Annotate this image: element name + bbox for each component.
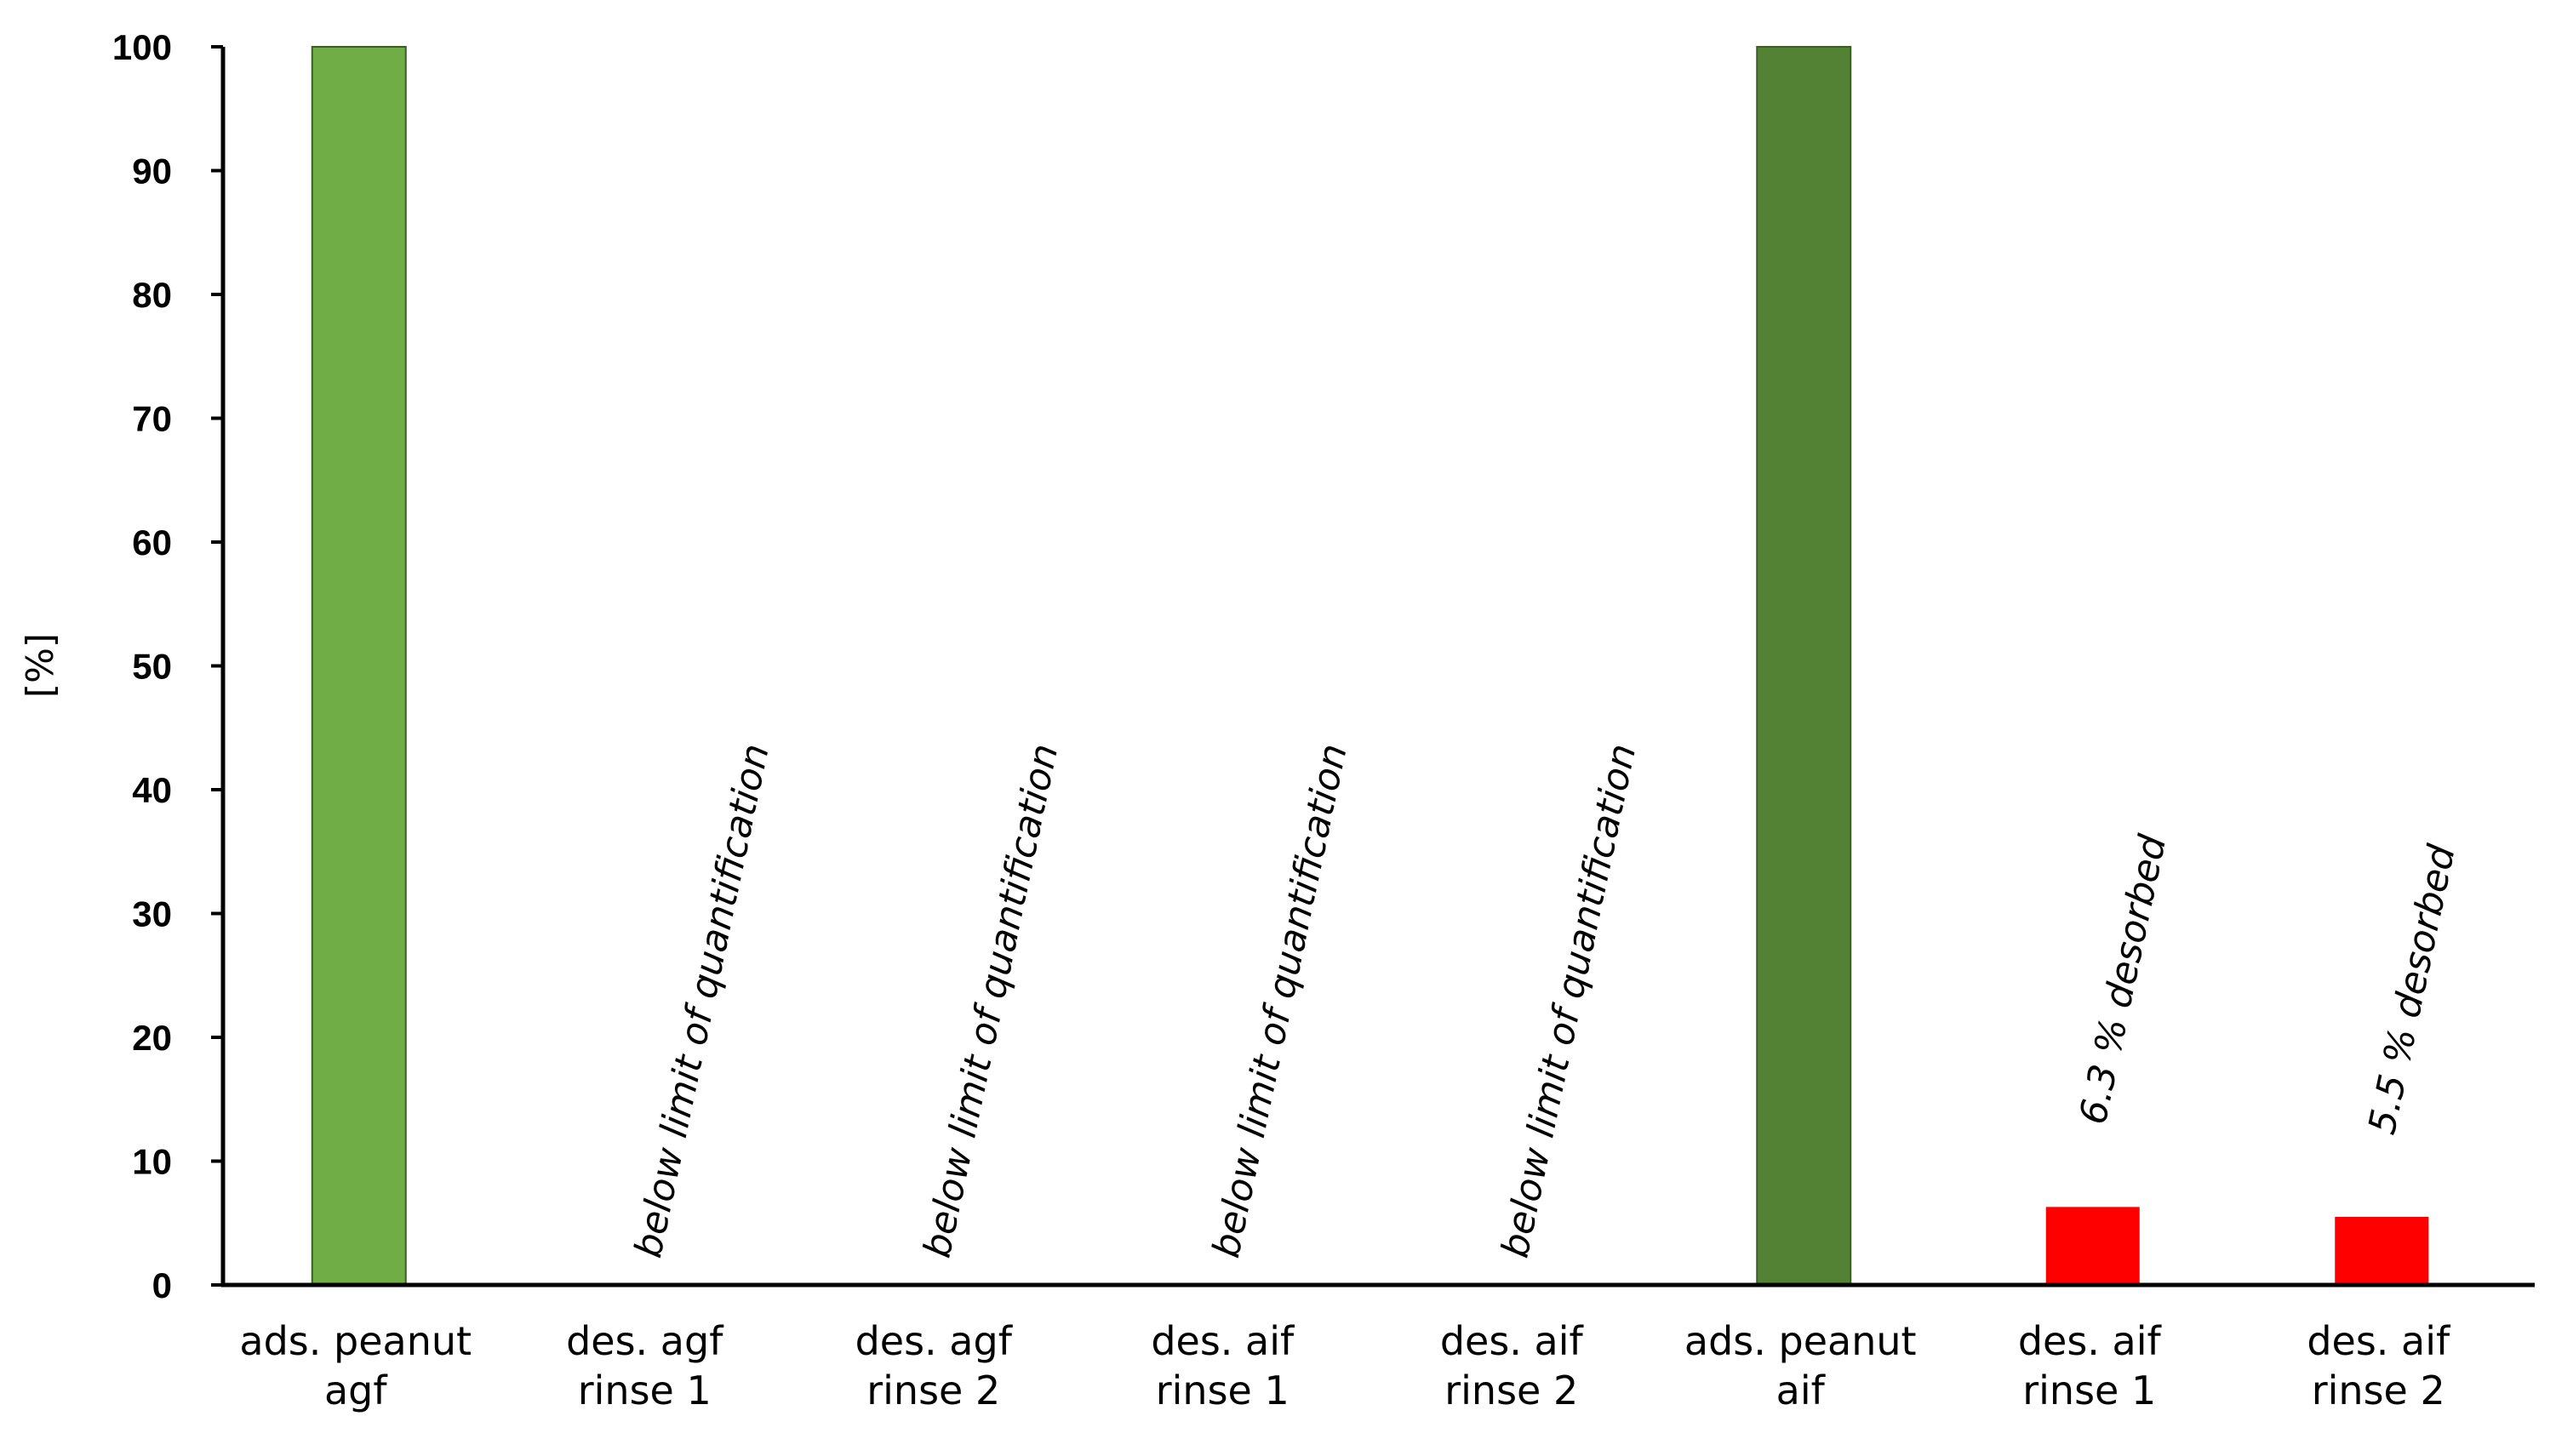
category-label: des. aif rinse 2 <box>1440 1318 1585 1413</box>
category-label-line: des. agf <box>566 1318 724 1364</box>
y-tick-label: 20 <box>132 1018 172 1058</box>
y-axis-label: [%] <box>19 633 62 698</box>
bar-annotation: 6.3 % desorbed <box>2072 831 2176 1128</box>
y-tick-label: 60 <box>132 522 172 562</box>
category-label-line: rinse 1 <box>1156 1367 1289 1413</box>
bar <box>2335 1216 2429 1285</box>
category-label: des. aif rinse 1 <box>1151 1318 1295 1413</box>
category-label-line: des. aif <box>2307 1318 2451 1364</box>
y-tick-label: 70 <box>132 399 172 439</box>
bar-annotations: below limit of quantification below limit… <box>626 740 2464 1261</box>
y-tick-label: 90 <box>132 151 172 191</box>
category-label-line: ads. peanut <box>239 1318 472 1364</box>
category-label: ads. peanut agf <box>239 1318 472 1413</box>
bar <box>2045 1207 2140 1285</box>
category-label-line: rinse 2 <box>2312 1367 2445 1413</box>
category-label-line: rinse 2 <box>1444 1367 1578 1413</box>
category-label: des. agf rinse 1 <box>566 1318 724 1413</box>
category-label: des. aif rinse 2 <box>2307 1318 2451 1413</box>
category-label: des. aif rinse 1 <box>2018 1318 2163 1413</box>
category-label: des. agf rinse 2 <box>855 1318 1014 1413</box>
category-label-line: des. aif <box>1440 1318 1585 1364</box>
category-label-line: rinse 2 <box>866 1367 1000 1413</box>
y-axis-ticks: 0 10 20 30 40 50 60 70 80 90 100 <box>112 27 223 1305</box>
category-label-line: aif <box>1776 1367 1827 1413</box>
y-tick-label: 40 <box>132 770 172 810</box>
category-label-line: rinse 1 <box>578 1367 712 1413</box>
y-tick-label: 50 <box>132 647 172 687</box>
y-tick-label: 80 <box>132 275 172 315</box>
y-tick-label: 0 <box>152 1265 172 1305</box>
bar <box>311 46 407 1286</box>
category-label: ads. peanut aif <box>1684 1318 1917 1413</box>
category-label-line: agf <box>324 1367 388 1413</box>
category-label-line: des. aif <box>1151 1318 1295 1364</box>
bar-annotation: 5.5 % desorbed <box>2360 841 2464 1139</box>
bar-annotation: below limit of quantification <box>1494 740 1645 1261</box>
bar-annotation: below limit of quantification <box>1204 740 1356 1261</box>
category-label-line: rinse 1 <box>2022 1367 2156 1413</box>
y-tick-label: 30 <box>132 894 172 934</box>
category-label-line: des. aif <box>2018 1318 2163 1364</box>
bars <box>311 46 2429 1286</box>
y-tick-label: 100 <box>112 27 172 67</box>
bar <box>1756 46 1852 1286</box>
bar-annotation: below limit of quantification <box>916 740 1067 1261</box>
bar-annotation: below limit of quantification <box>626 740 778 1261</box>
y-tick-label: 10 <box>132 1142 172 1182</box>
category-label-line: ads. peanut <box>1684 1318 1917 1364</box>
category-label-line: des. agf <box>855 1318 1014 1364</box>
